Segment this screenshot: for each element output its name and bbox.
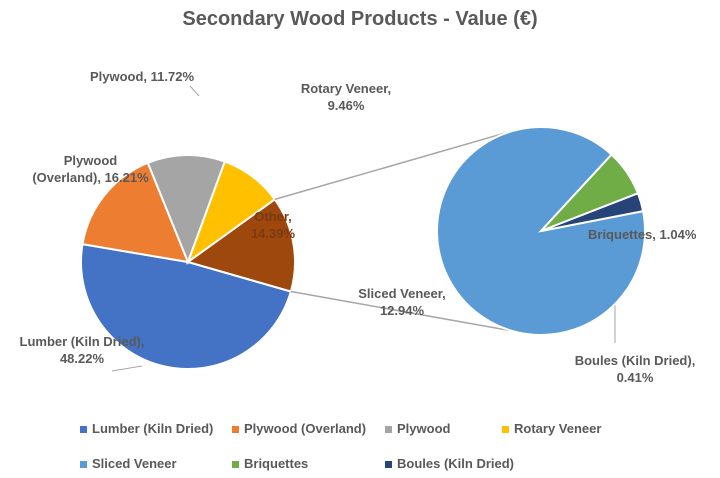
- legend-label: Briquettes: [244, 456, 309, 471]
- legend-item: Rotary Veneer: [502, 421, 601, 436]
- legend-label: Rotary Veneer: [514, 421, 602, 436]
- pie-slice: [540, 191, 645, 232]
- legend-label: Lumber (Kiln Dried): [92, 421, 214, 436]
- connector-line: [274, 128, 520, 201]
- legend-item: Plywood: [385, 421, 450, 436]
- legend-item: Briquettes: [232, 456, 308, 471]
- pie-slice: [80, 243, 293, 370]
- legend-label: Plywood (Overland): [244, 421, 367, 436]
- connector-line: [290, 290, 536, 336]
- legend-swatch: [80, 426, 87, 434]
- legend-label: Boules (Kiln Dried): [397, 456, 515, 471]
- legend-swatch: [385, 426, 392, 434]
- legend-item: Boules (Kiln Dried): [385, 456, 514, 471]
- data-label: Other, 14.39%: [250, 209, 296, 241]
- pie-slice: [81, 161, 190, 264]
- legend-item: Plywood (Overland): [232, 421, 366, 436]
- legend-label: Plywood: [397, 421, 451, 436]
- data-label: Lumber (Kiln Dried), 48.22%: [19, 334, 145, 366]
- pie-slice: [146, 154, 227, 265]
- chart-title: Secondary Wood Products - Value (€): [182, 8, 538, 30]
- data-label: Sliced Veneer, 12.94%: [358, 286, 446, 318]
- legend-swatch: [502, 426, 509, 434]
- leader-line: [189, 85, 200, 97]
- legend-swatch: [80, 461, 87, 469]
- legend-swatch: [232, 461, 239, 469]
- leader-line: [111, 365, 143, 372]
- data-label: Rotary Veneer, 9.46%: [300, 81, 392, 113]
- data-label: Plywood (Overland), 16.21%: [32, 153, 149, 185]
- data-label: Boules (Kiln Dried), 0.41%: [574, 353, 696, 385]
- legend-item: Lumber (Kiln Dried): [80, 421, 213, 436]
- legend-swatch: [385, 461, 392, 469]
- legend-label: Sliced Veneer: [92, 456, 177, 471]
- data-label: Plywood, 11.72%: [89, 69, 195, 84]
- legend-swatch: [232, 426, 239, 434]
- data-label: Briquettes, 1.04%: [588, 227, 697, 242]
- pie-slice: [185, 198, 296, 293]
- legend-item: Sliced Veneer: [80, 456, 177, 471]
